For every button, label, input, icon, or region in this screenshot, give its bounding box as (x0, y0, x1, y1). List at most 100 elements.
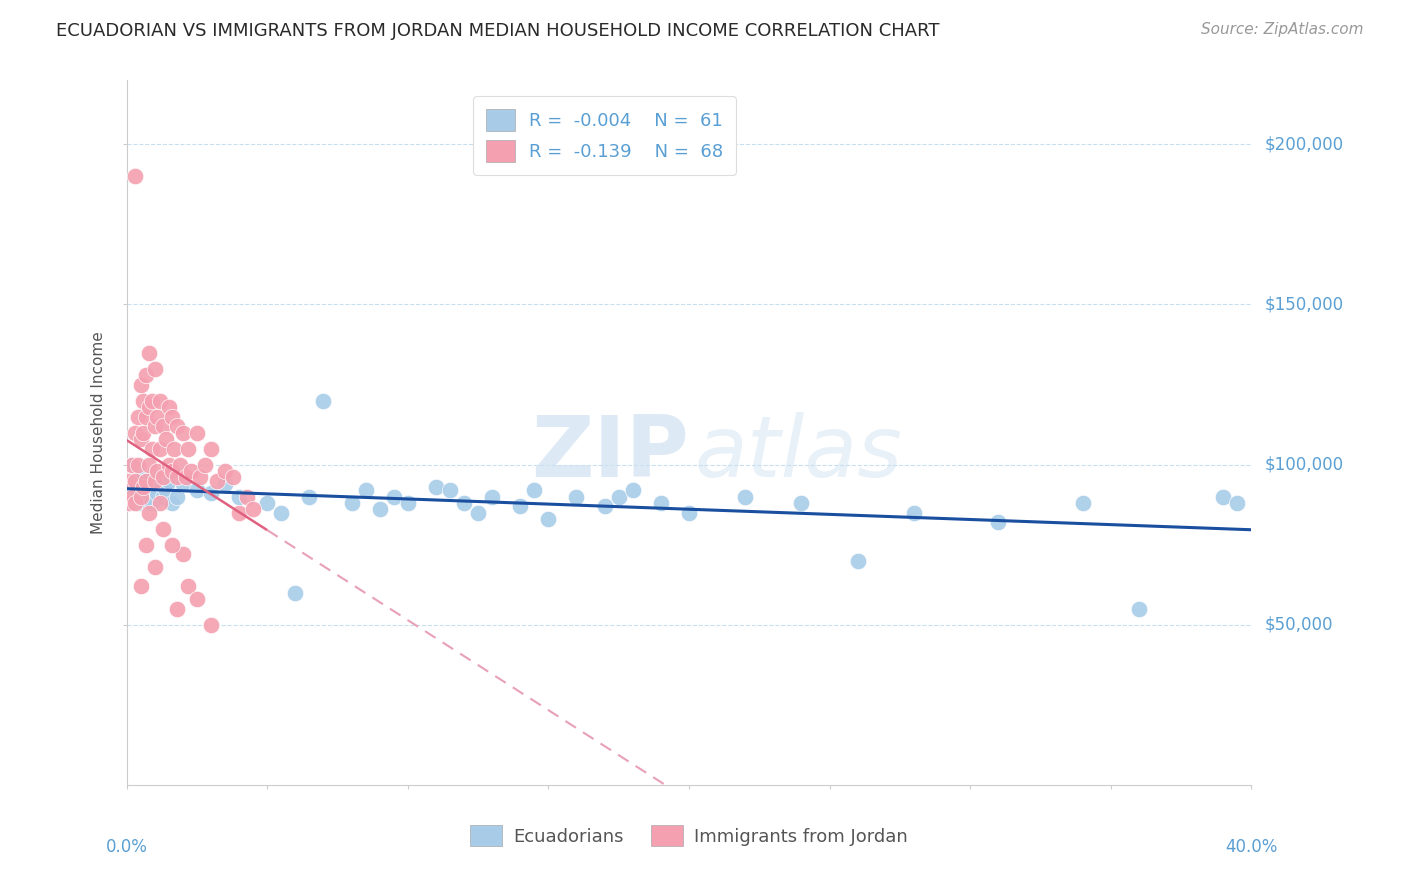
Point (160, 464, 183, 478)
Text: ECUADORIAN VS IMMIGRANTS FROM JORDAN MEDIAN HOUSEHOLD INCOME CORRELATION CHART: ECUADORIAN VS IMMIGRANTS FROM JORDAN MED… (56, 22, 939, 40)
Point (621, 483, 644, 498)
Point (166, 601, 188, 615)
Point (124, 474, 146, 488)
Text: 0.0%: 0.0% (105, 838, 148, 855)
Point (146, 409, 169, 424)
Point (129, 470, 152, 484)
Point (138, 400, 160, 414)
Point (129, 579, 152, 593)
Point (132, 425, 155, 440)
Y-axis label: Median Household Income: Median Household Income (91, 331, 107, 534)
Point (222, 470, 245, 484)
Point (141, 496, 163, 510)
Point (155, 483, 177, 498)
Point (382, 490, 405, 504)
Point (593, 500, 616, 514)
Point (188, 470, 211, 484)
Point (138, 458, 160, 472)
Point (138, 345, 160, 359)
Point (143, 474, 166, 488)
Point (523, 483, 546, 498)
Text: $200,000: $200,000 (1265, 136, 1344, 153)
Point (537, 512, 560, 526)
Point (124, 425, 146, 440)
Point (163, 442, 186, 456)
Point (214, 464, 236, 478)
Point (1128, 601, 1150, 615)
Point (166, 490, 188, 504)
Point (127, 467, 149, 482)
Point (368, 502, 391, 516)
Point (200, 442, 222, 456)
Point (214, 476, 236, 491)
Point (298, 490, 321, 504)
Point (650, 496, 672, 510)
Point (124, 490, 146, 504)
Point (121, 490, 143, 504)
Point (132, 480, 155, 494)
Point (138, 506, 160, 520)
Point (152, 522, 174, 536)
Point (160, 538, 183, 552)
Point (256, 496, 278, 510)
Point (149, 496, 172, 510)
Point (118, 496, 141, 510)
Point (678, 506, 700, 520)
Point (143, 480, 166, 494)
Point (194, 458, 217, 472)
Point (118, 496, 141, 510)
Point (1071, 496, 1094, 510)
Text: $100,000: $100,000 (1265, 456, 1344, 474)
Point (135, 538, 157, 552)
Point (157, 474, 180, 488)
Point (790, 496, 813, 510)
Point (607, 490, 630, 504)
Text: 40.0%: 40.0% (1225, 838, 1278, 855)
Point (124, 474, 146, 488)
Text: ZIP: ZIP (531, 412, 689, 495)
Point (903, 506, 925, 520)
Point (228, 490, 250, 504)
Point (166, 419, 188, 434)
Text: $50,000: $50,000 (1265, 615, 1333, 634)
Point (132, 393, 155, 408)
Point (186, 592, 208, 607)
Point (121, 458, 143, 472)
Point (160, 496, 183, 510)
Point (354, 483, 377, 498)
Point (228, 506, 250, 520)
Point (143, 361, 166, 376)
Point (129, 432, 152, 446)
Point (160, 409, 183, 424)
Point (340, 496, 363, 510)
Point (155, 432, 177, 446)
Point (236, 490, 259, 504)
Point (284, 586, 307, 600)
Point (121, 480, 143, 494)
Point (172, 476, 194, 491)
Point (141, 393, 163, 408)
Point (312, 393, 335, 408)
Point (846, 554, 869, 568)
Point (143, 419, 166, 434)
Point (129, 377, 152, 392)
Point (509, 500, 531, 514)
Point (138, 486, 160, 500)
Point (1212, 490, 1234, 504)
Point (135, 474, 157, 488)
Point (152, 419, 174, 434)
Point (186, 483, 208, 498)
Point (467, 506, 489, 520)
Point (177, 579, 200, 593)
Point (135, 474, 157, 488)
Point (121, 458, 143, 472)
Point (149, 476, 172, 491)
Point (169, 458, 191, 472)
Point (174, 470, 197, 484)
Point (152, 470, 174, 484)
Point (242, 502, 264, 516)
Point (143, 560, 166, 574)
Point (135, 409, 157, 424)
Point (129, 483, 152, 498)
Point (481, 490, 503, 504)
